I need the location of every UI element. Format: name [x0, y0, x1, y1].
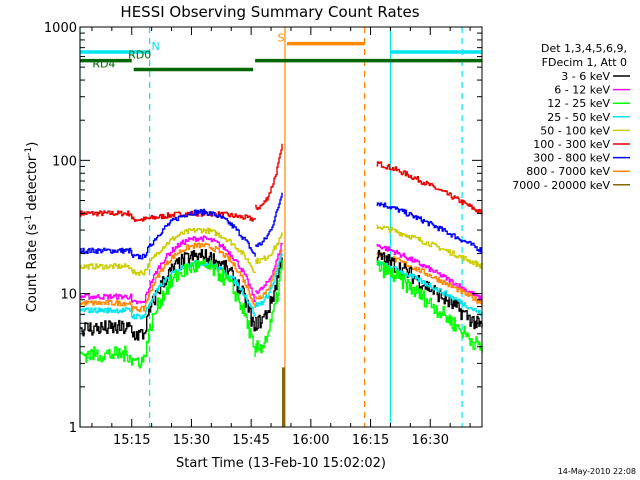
- series-line: [255, 257, 283, 331]
- series-line: [376, 260, 483, 353]
- legend-header-line-2: FDecim 1, Att 0: [542, 56, 627, 69]
- series-line: [80, 242, 256, 313]
- flag-label: RD4: [92, 58, 115, 71]
- y-axis-label: Count Rate (s-1 detector-1): [24, 142, 40, 313]
- plot-area: N S RD0 RD4: [79, 27, 483, 427]
- legend-entry-label: 800 - 7000 keV: [526, 165, 610, 178]
- legend-entry-label: 50 - 100 keV: [540, 124, 610, 137]
- series-line: [255, 192, 283, 248]
- series-line: [255, 260, 283, 354]
- flag-label: RD0: [128, 49, 151, 62]
- legend-entry-label: 100 - 300 keV: [533, 138, 610, 151]
- series-line: [80, 227, 256, 276]
- series-line: [80, 259, 256, 369]
- series-line: [80, 210, 256, 222]
- series-line: [255, 143, 283, 210]
- timestamp: 14-May-2010 22:08: [558, 467, 636, 476]
- plot-frame: [79, 26, 483, 428]
- chart-title: HESSI Observing Summary Count Rates: [120, 3, 419, 21]
- series-line: [80, 235, 256, 305]
- y-tick-label: 100: [52, 154, 77, 169]
- series-line: [376, 251, 483, 306]
- series-line: [376, 224, 483, 269]
- legend-entry-label: 7000 - 20000 keV: [512, 179, 610, 192]
- series-line: [255, 232, 283, 265]
- y-tick-label: 1000: [44, 21, 77, 36]
- legend: Det 1,3,4,5,6,9, FDecim 1, Att 0 3 - 6 k…: [512, 42, 630, 192]
- legend-entry-label: 3 - 6 keV: [561, 70, 610, 83]
- x-tick-label: 15:45: [232, 433, 269, 448]
- legend-entry-label: 6 - 12 keV: [554, 84, 610, 97]
- x-tick-label: 16:30: [412, 433, 449, 448]
- x-tick-label: 15:15: [113, 433, 150, 448]
- series-line: [80, 249, 256, 341]
- series-line: [376, 260, 483, 317]
- legend-header-line-1: Det 1,3,4,5,6,9,: [541, 42, 627, 55]
- series-line: [255, 253, 283, 307]
- x-tick-label: 16:00: [292, 433, 329, 448]
- flag-label: N: [152, 40, 160, 53]
- series-line: [376, 161, 483, 215]
- brown-bar: [281, 367, 285, 427]
- legend-entry-label: 25 - 50 keV: [547, 111, 610, 124]
- series-line: [80, 208, 256, 260]
- series-line: [376, 249, 483, 330]
- series-line: [376, 202, 483, 253]
- legend-entry-label: 300 - 800 keV: [533, 152, 610, 165]
- x-axis-label: Start Time (13-Feb-10 15:02:02): [176, 456, 386, 471]
- y-tick-label: 1: [69, 421, 77, 436]
- x-tick-label: 16:15: [352, 433, 389, 448]
- y-tick-label: 10: [60, 288, 77, 303]
- legend-entry-label: 12 - 25 keV: [547, 97, 610, 110]
- flag-label: S: [278, 32, 285, 45]
- series-line: [255, 242, 283, 295]
- x-tick-label: 15:30: [173, 433, 210, 448]
